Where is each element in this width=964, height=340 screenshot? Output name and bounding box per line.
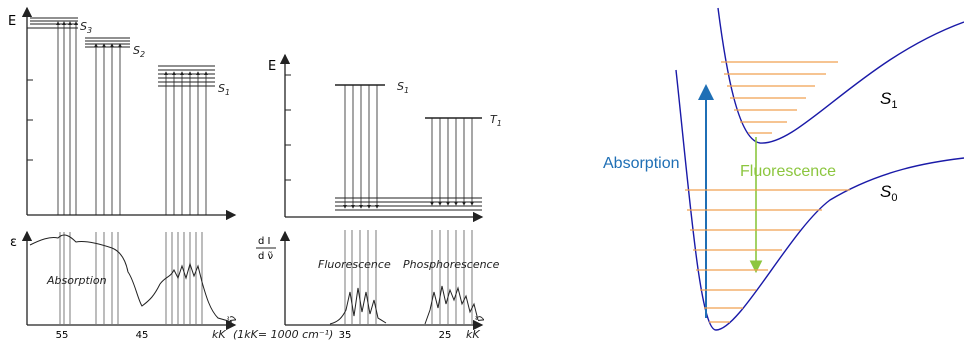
level-label: S3 [80, 20, 92, 35]
s0-potential-curve [675, 69, 964, 331]
level-label: T1 [490, 113, 502, 128]
state-label: S1 [880, 89, 897, 111]
emission-spectrum [329, 285, 479, 325]
x-tick-label: 35 [339, 330, 352, 340]
x-tick-label: 25 [439, 330, 452, 340]
middle-panel: E S1 T1 d I d ν̃ Fluorescence Phosphores… [256, 53, 502, 340]
x-tick-label: 45 [136, 330, 149, 340]
level-label: S2 [133, 44, 145, 59]
level-label: S1 [397, 80, 409, 95]
spectrum-axis-label: d ν̃ [258, 250, 274, 262]
x-unit: kK [212, 328, 226, 340]
spectrum-axis-label: d I [258, 236, 270, 247]
spectrum-axis-label: ε [10, 235, 17, 250]
level-label: S1 [218, 82, 230, 97]
x-symbol: ν̃ [474, 316, 487, 322]
spectrum-label: Absorption [46, 274, 107, 287]
x-unit-note: (1kK= 1000 cm⁻¹) [233, 328, 333, 340]
absorption-label: Absorption [603, 155, 680, 172]
fluorescence-label: Fluorescence [740, 163, 836, 180]
x-symbol: ν̃ [226, 316, 239, 322]
energy-label: E [8, 14, 16, 29]
state-label: S0 [880, 182, 897, 204]
absorption-spectrum [29, 234, 233, 323]
x-tick-label: 55 [56, 330, 69, 340]
spectrum-label: Fluorescence [318, 258, 391, 271]
spectrum-label: Phosphorescence [403, 258, 500, 271]
right-panel: Absorption Fluorescence S1 S0 [603, 7, 964, 331]
energy-label: E [268, 59, 276, 74]
x-unit: kK [466, 328, 480, 340]
left-panel: E S3 S2 S1 ε Absorption 55 45 kK (1kK= 1… [8, 6, 333, 340]
s1-potential-curve [717, 7, 964, 144]
